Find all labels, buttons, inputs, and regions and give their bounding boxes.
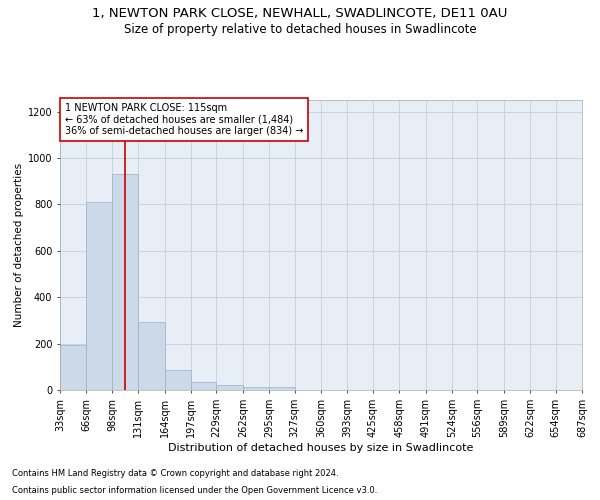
Text: Contains public sector information licensed under the Open Government Licence v3: Contains public sector information licen… [12, 486, 377, 495]
Text: Size of property relative to detached houses in Swadlincote: Size of property relative to detached ho… [124, 22, 476, 36]
Bar [164, 370, 191, 390]
Bar [60, 346, 86, 390]
X-axis label: Distribution of detached houses by size in Swadlincote: Distribution of detached houses by size … [169, 442, 473, 452]
Y-axis label: Number of detached properties: Number of detached properties [14, 163, 23, 327]
Bar [217, 386, 243, 390]
Text: Contains HM Land Registry data © Crown copyright and database right 2024.: Contains HM Land Registry data © Crown c… [12, 468, 338, 477]
Text: 1 NEWTON PARK CLOSE: 115sqm
← 63% of detached houses are smaller (1,484)
36% of : 1 NEWTON PARK CLOSE: 115sqm ← 63% of det… [65, 103, 304, 136]
Text: 1, NEWTON PARK CLOSE, NEWHALL, SWADLINCOTE, DE11 0AU: 1, NEWTON PARK CLOSE, NEWHALL, SWADLINCO… [92, 8, 508, 20]
Bar [138, 322, 164, 390]
Bar [243, 387, 269, 390]
Bar [191, 382, 217, 390]
Bar [269, 388, 295, 390]
Bar [86, 202, 112, 390]
Bar [112, 174, 138, 390]
